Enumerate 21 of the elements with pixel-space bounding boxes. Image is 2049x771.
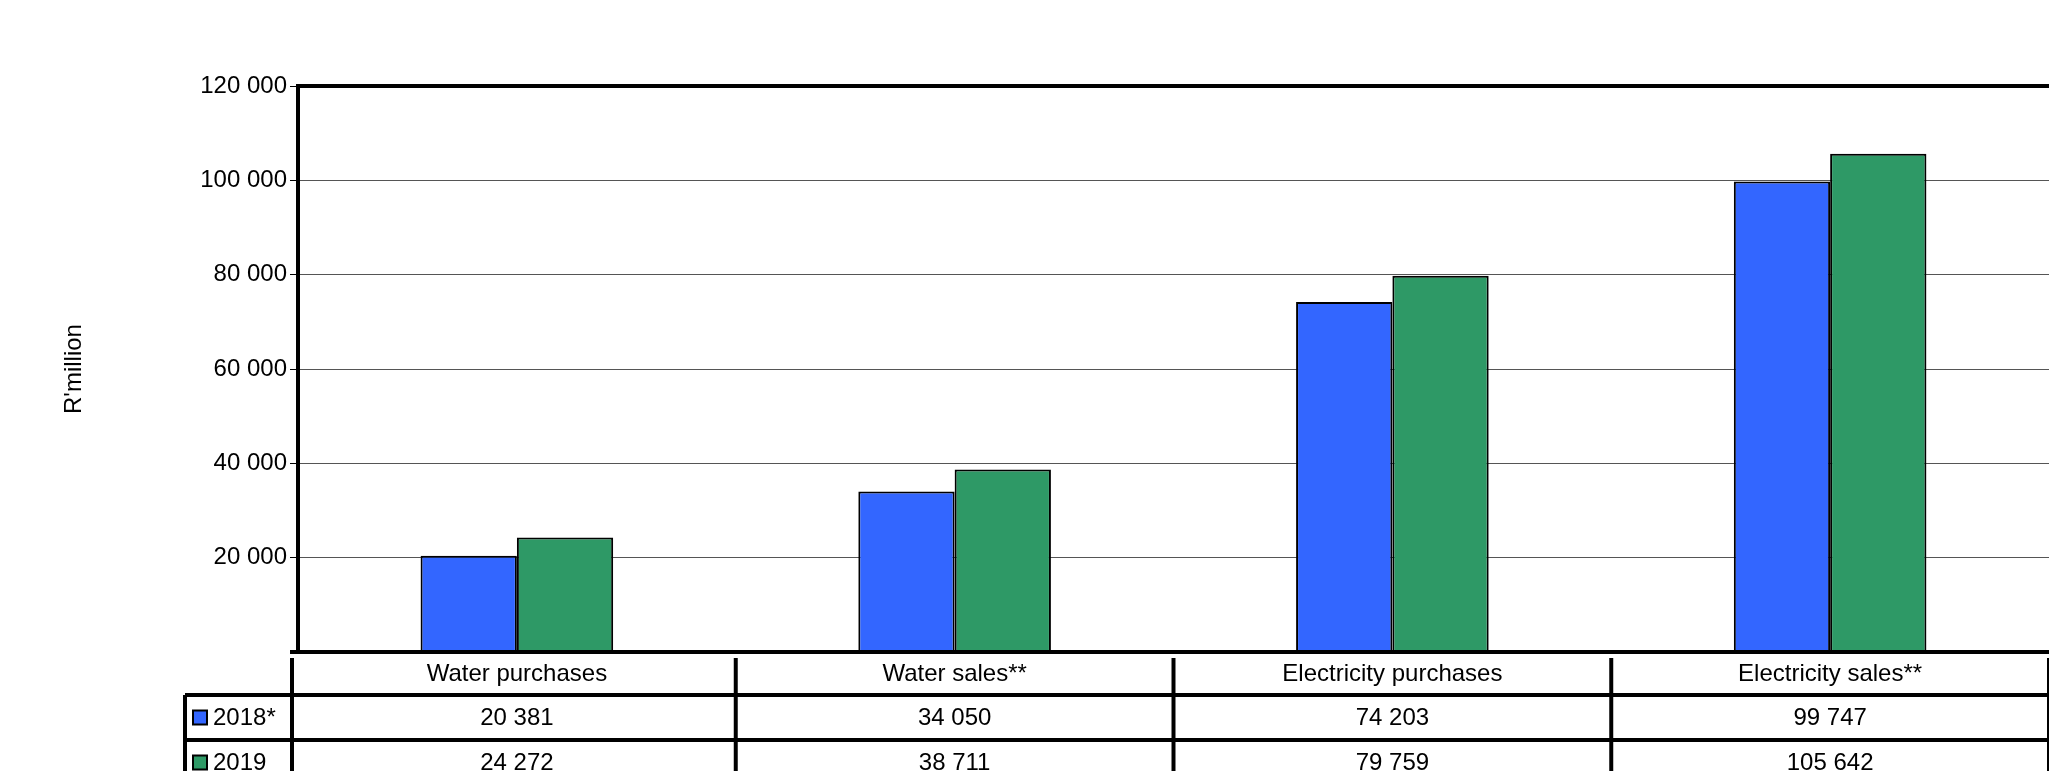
data-label: 34 050 (917, 703, 992, 731)
y-tick-label: 60 000 (213, 353, 287, 381)
data-label: 24 272 (480, 748, 554, 771)
data-label: 99 747 (1793, 703, 1867, 731)
y-axis-title: R'million (59, 324, 87, 414)
data-label: 79 759 (1355, 748, 1430, 771)
y-tick-label: 80 000 (213, 259, 287, 287)
y-tick-label: 20 000 (213, 542, 287, 570)
data-label: 74 203 (1355, 703, 1430, 731)
legend-label: 2019 (213, 748, 267, 771)
data-label: 105 642 (1786, 748, 1874, 771)
data-label: 20 381 (480, 703, 554, 731)
data-label: 38 711 (918, 748, 991, 771)
x-tick-label: Water purchases (426, 659, 608, 687)
x-tick-label: Water sales** (882, 659, 1027, 687)
x-tick-label: Electricity sales** (1738, 659, 1923, 687)
y-tick-label: 40 000 (213, 447, 287, 475)
x-tick-label: Electricity purchases (1282, 659, 1503, 687)
y-tick-label: 120 000 (200, 70, 287, 98)
legend-label: 2018* (213, 703, 276, 731)
y-tick-label: 100 000 (200, 164, 287, 192)
